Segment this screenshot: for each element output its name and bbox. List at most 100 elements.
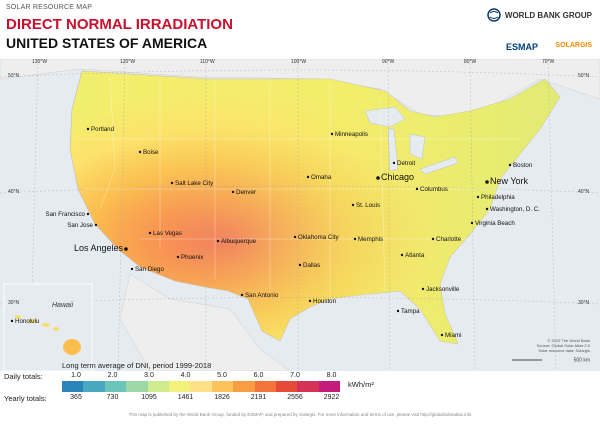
lat-label: 30°N	[578, 300, 590, 306]
city-marker	[431, 237, 435, 241]
city-label: Dallas	[303, 262, 320, 269]
city-marker	[86, 127, 90, 131]
city-marker	[130, 267, 134, 271]
world-bank-text: WORLD BANK GROUP	[504, 10, 592, 20]
city-marker	[485, 207, 489, 211]
city-label: San Diego	[135, 266, 164, 273]
lon-label: 100°W	[291, 59, 306, 65]
city-label: Columbus	[420, 186, 448, 193]
city-label: San Francisco	[45, 211, 85, 218]
lake-huron	[409, 133, 426, 160]
city-label: San Jose	[67, 222, 93, 229]
yearly-totals-label: Yearly totals:	[4, 394, 47, 403]
city-label: Miami	[445, 332, 462, 339]
city-label: Albuquerque	[221, 238, 257, 245]
city-label: Omaha	[311, 174, 332, 181]
city-marker	[86, 212, 90, 216]
daily-totals-label: Daily totals:	[4, 372, 43, 381]
graticule-labels: 130°W 120°W 110°W 100°W 90°W 80°W 70°W 5…	[8, 59, 590, 306]
lon-label: 90°W	[382, 59, 395, 65]
city-label: Houston	[313, 298, 337, 305]
city-marker	[470, 221, 474, 225]
legend-swatch	[233, 381, 255, 392]
globe-icon	[487, 8, 501, 22]
city-label: Boise	[143, 149, 159, 156]
legend: Long term average of DNI, period 1999-20…	[0, 360, 600, 420]
legend-tick: 3.0	[144, 372, 154, 379]
city-marker	[10, 319, 14, 323]
lake-michigan	[387, 128, 399, 172]
legend-tick: 5.0	[217, 372, 227, 379]
city-label: Atlanta	[405, 252, 425, 259]
city-marker	[94, 223, 98, 227]
map-credits: © 2019 The World Bank Source: Global Sol…	[470, 338, 590, 353]
legend-tick: 730	[106, 394, 119, 401]
city-label: Jacksonville	[426, 286, 460, 293]
legend-swatch	[190, 381, 212, 392]
scale-bar-line	[512, 359, 543, 361]
city-marker	[353, 237, 357, 241]
legend-color-bar	[62, 381, 341, 392]
legend-swatch	[62, 381, 84, 392]
canada-region	[0, 58, 600, 120]
city-marker	[351, 203, 355, 207]
legend-swatch	[126, 381, 148, 392]
city-label: Memphis	[358, 236, 383, 243]
lake-superior	[364, 106, 406, 128]
legend-tick: 2556	[287, 394, 303, 401]
legend-swatch	[211, 381, 234, 392]
city-label: Denver	[236, 189, 256, 196]
lon-label: 80°W	[464, 59, 477, 65]
lon-label: 70°W	[542, 59, 555, 65]
solargis-logo: SOLARGIS	[555, 42, 592, 49]
city-marker	[240, 293, 244, 297]
city-marker	[148, 231, 152, 235]
legend-swatch	[318, 381, 341, 392]
city-marker	[415, 187, 419, 191]
city-marker	[298, 263, 302, 267]
legend-tick: 1.0	[71, 372, 81, 379]
legend-swatch	[147, 381, 169, 392]
mexico-region	[119, 273, 291, 372]
city-label: St. Louis	[356, 202, 380, 209]
city-marker	[376, 176, 380, 180]
lat-label: 40°N	[8, 189, 20, 195]
city-label: Oklahoma City	[298, 234, 339, 241]
lon-label: 110°W	[200, 59, 215, 65]
map-area: Hawaii 130°W 120°W 110°W 100°W 90°W 80°W…	[0, 58, 600, 372]
map-svg: Hawaii 130°W 120°W 110°W 100°W 90°W 80°W…	[0, 58, 600, 372]
city-marker	[485, 180, 489, 184]
legend-tick: 1095	[141, 394, 157, 401]
legend-unit: kWh/m²	[348, 380, 374, 389]
map-header: SOLAR RESOURCE MAP DIRECT NORMAL IRRADIA…	[0, 0, 600, 60]
city-marker	[308, 299, 312, 303]
city-marker	[231, 190, 235, 194]
city-marker	[476, 195, 480, 199]
legend-swatch	[168, 381, 191, 392]
legend-tick: 2191	[250, 394, 267, 401]
city-label: Minneapolis	[335, 131, 368, 138]
credit-line: Solar resource data: Solargis	[538, 348, 590, 353]
city-labels: Portland Boise Salt Lake City Denver San Fra…	[10, 126, 540, 339]
city-label: Philadelphia	[481, 194, 515, 201]
city-label: Boston	[513, 162, 533, 169]
city-label: Chicago	[381, 172, 414, 182]
lon-label: 120°W	[120, 59, 135, 65]
legend-tick: 2.0	[107, 372, 118, 379]
legend-swatch	[254, 381, 276, 392]
map-subtitle: SOLAR RESOURCE MAP	[6, 4, 93, 11]
world-bank-logo: WORLD BANK GROUP	[487, 8, 592, 22]
city-label: Phoenix	[181, 254, 204, 261]
city-marker	[124, 247, 128, 251]
legend-tick: 7.0	[290, 372, 300, 379]
city-label: Portland	[91, 126, 115, 133]
logo-area: WORLD BANK GROUP ESMAP SOLARGIS	[482, 4, 592, 56]
legend-tick: 1826	[214, 394, 230, 401]
city-label: Tampa	[401, 308, 420, 315]
city-label: Los Angeles	[74, 243, 124, 253]
scale-bar: 500 km	[512, 357, 590, 363]
city-label: Honolulu	[15, 318, 40, 325]
city-label: Charlotte	[436, 236, 462, 243]
city-label: San Antonio	[245, 292, 279, 299]
lat-label: 50°N	[578, 73, 590, 79]
